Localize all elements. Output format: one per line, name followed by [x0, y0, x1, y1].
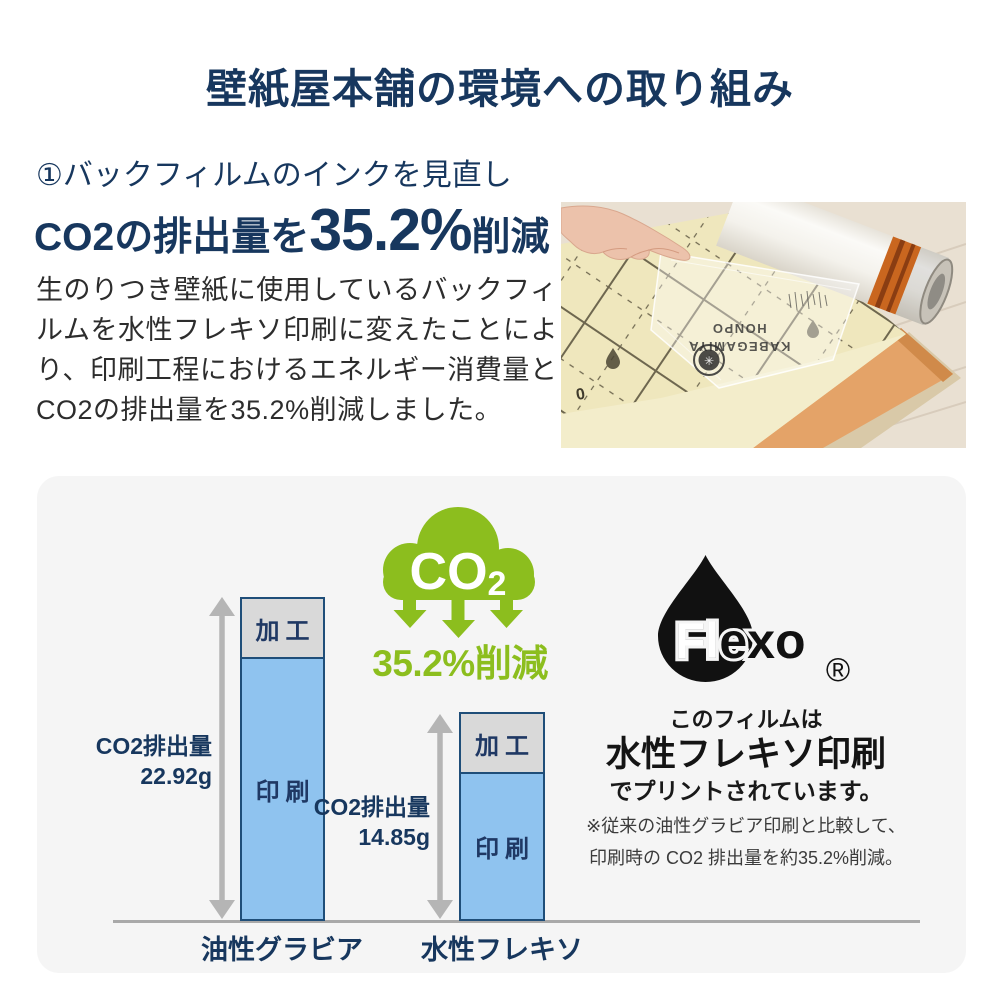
flexo-caption-line2: 水性フレキソ印刷: [605, 735, 886, 774]
film-fine-print-marks: [788, 290, 828, 311]
chart-baseline: [113, 920, 920, 923]
film-brand-line2: HONPO: [711, 321, 766, 336]
water-droplet-icon: [658, 555, 753, 682]
film-logo-star-icon: ✳: [704, 354, 714, 368]
footnote-line2: 印刷時の CO2 排出量を約35.2%削減。: [588, 848, 904, 868]
co2-cloud-icon: CO2: [383, 507, 535, 638]
footnote-line1: ※従来の油性グラビア印刷と比較して、: [586, 816, 906, 836]
total-value: 14.85g: [358, 824, 430, 850]
total-label-text: CO2排出量: [95, 733, 212, 759]
intro-paragraph: 生のりつき壁紙に使用しているバックフィルムを水性フレキソ印刷に変えたことにより、…: [36, 275, 558, 425]
total-label-flexo: CO2排出量 14.85g: [295, 792, 430, 852]
registered-mark: ®: [826, 651, 850, 688]
wallpaper-roll: [716, 202, 954, 326]
film-brand-text: KABEGAMIYA HONPO: [688, 321, 791, 354]
bar-segment-processing: 加工: [242, 599, 323, 659]
bar-segment-printing: 印刷: [242, 659, 323, 919]
headline-prefix: CO2の排出量を: [34, 216, 310, 259]
grid-number-0: 0: [575, 386, 587, 404]
cloud-co2-text: CO2: [410, 543, 507, 603]
total-label-text: CO2排出量: [313, 794, 430, 820]
step-heading: ①バックフィルムのインクを見直し: [36, 159, 512, 192]
headline: CO2の排出量を35.2%削減: [34, 196, 550, 264]
flexo-caption-line3: でプリントされています。: [609, 778, 883, 804]
bar-segment-printing: 印刷: [461, 774, 543, 919]
measure-arrow-right: [427, 714, 453, 919]
bar-oil-gravure: 加工 印刷: [240, 597, 325, 921]
co2-comparison-panel: 加工 印刷 CO2排出量 22.92g 油性グラビア 加工 印刷 CO2排出量 …: [37, 476, 966, 973]
headline-suffix: 削減: [471, 216, 550, 259]
flexo-footnote: ※従来の油性グラビア印刷と比較して、 印刷時の CO2 排出量を約35.2%削減…: [541, 810, 951, 874]
product-photo: 0 10 KABEGAMIYA: [561, 202, 966, 448]
measure-arrow-left: [209, 597, 235, 919]
film-logo-outer-circle: [693, 344, 725, 376]
page-title: 壁紙屋本舗の環境への取り組み: [206, 66, 794, 112]
reduction-text: 35.2%削減: [372, 643, 548, 684]
printed-droplet-mark: [606, 348, 620, 369]
category-water-flexo: 水性フレキソ: [421, 935, 583, 965]
category-oil-gravure: 油性グラビア: [201, 935, 363, 965]
flexo-logo-text: Flexo: [675, 613, 806, 669]
flexo-caption-line1: このフィルムは: [669, 707, 823, 732]
hand: [561, 205, 691, 261]
orange-edge-band: [753, 328, 953, 448]
printed-droplet-mark-2: [807, 320, 819, 338]
total-value: 22.92g: [140, 763, 212, 789]
photo-illustration: 0 10 KABEGAMIYA: [561, 202, 966, 448]
transparent-film: KABEGAMIYA HONPO ✳: [650, 251, 860, 389]
total-label-oil: CO2排出量 22.92g: [77, 731, 212, 791]
bar-water-flexo: 加工 印刷: [459, 712, 545, 921]
bar-segment-processing: 加工: [461, 714, 543, 774]
flexo-logo: Flexo Fl ®: [658, 555, 850, 688]
film-brand-line1: KABEGAMIYA: [688, 339, 791, 354]
orange-edge-line: [892, 328, 953, 382]
sheet-grid-area: [561, 208, 906, 414]
film-logo-inner-circle: [698, 349, 720, 371]
flexo-logo-text-white: Fl: [675, 613, 719, 669]
headline-value: 35.2%: [309, 197, 472, 263]
